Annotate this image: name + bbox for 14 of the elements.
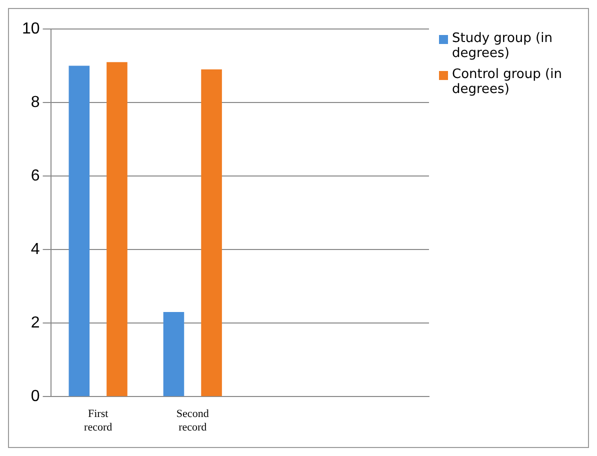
y-tick-label: 8 xyxy=(30,94,40,111)
legend-label: Study group (in degrees) xyxy=(452,31,554,61)
bar xyxy=(106,62,128,396)
bar xyxy=(201,69,222,396)
bar xyxy=(163,312,184,396)
y-tick-label: 10 xyxy=(22,20,40,38)
y-tick-label: 0 xyxy=(30,388,40,406)
legend-label: Control group (in degrees) xyxy=(452,67,563,97)
y-tick-label: 4 xyxy=(30,240,40,258)
bar xyxy=(68,66,90,396)
x-tick-label: First record xyxy=(84,408,113,434)
y-tick-label: 6 xyxy=(30,167,40,184)
y-tick-label: 2 xyxy=(30,314,40,332)
x-tick-label: Second record xyxy=(176,408,210,434)
